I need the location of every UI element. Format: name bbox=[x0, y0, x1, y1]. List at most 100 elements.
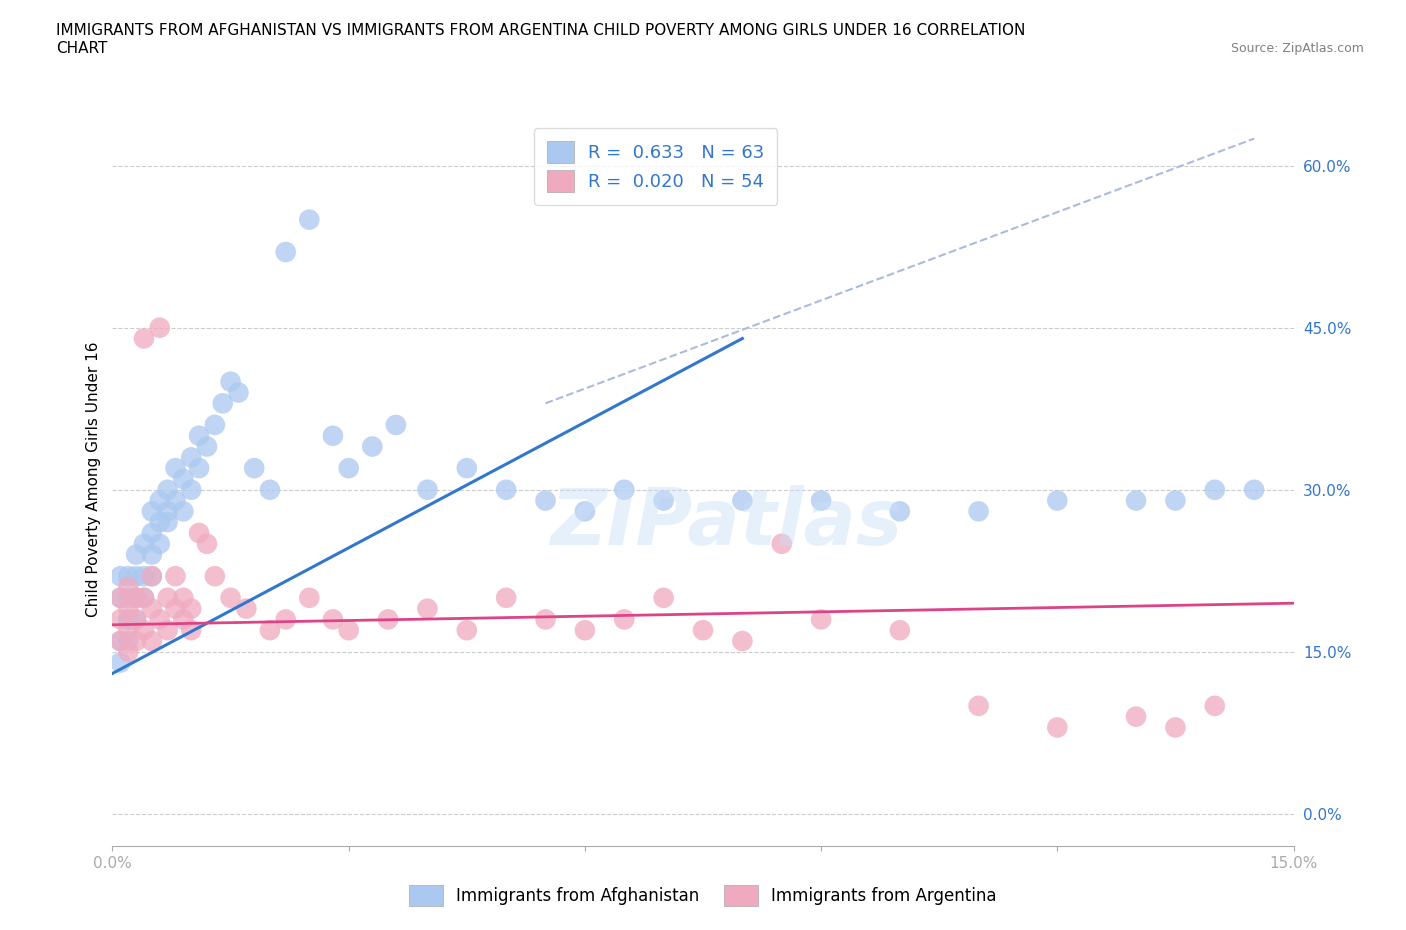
Point bbox=[125, 612, 148, 627]
Text: Source: ZipAtlas.com: Source: ZipAtlas.com bbox=[1230, 42, 1364, 55]
Point bbox=[172, 591, 194, 605]
Point bbox=[731, 493, 754, 508]
Point bbox=[274, 245, 297, 259]
Point bbox=[180, 450, 202, 465]
Point bbox=[156, 504, 179, 519]
Point bbox=[132, 623, 155, 638]
Point bbox=[141, 601, 163, 616]
Point bbox=[110, 591, 132, 605]
Point bbox=[117, 633, 139, 648]
Point bbox=[110, 612, 132, 627]
Point bbox=[195, 537, 218, 551]
Point bbox=[188, 460, 211, 475]
Point bbox=[967, 504, 990, 519]
Point bbox=[117, 601, 139, 616]
Point bbox=[132, 537, 155, 551]
Point bbox=[574, 504, 596, 519]
Legend: Immigrants from Afghanistan, Immigrants from Argentina: Immigrants from Afghanistan, Immigrants … bbox=[402, 879, 1004, 912]
Point bbox=[416, 483, 439, 498]
Point bbox=[156, 514, 179, 529]
Point bbox=[117, 591, 139, 605]
Legend: R =  0.633   N = 63, R =  0.020   N = 54: R = 0.633 N = 63, R = 0.020 N = 54 bbox=[534, 128, 778, 205]
Point bbox=[235, 601, 257, 616]
Point bbox=[141, 547, 163, 562]
Point bbox=[141, 569, 163, 584]
Point bbox=[613, 612, 636, 627]
Point bbox=[456, 460, 478, 475]
Point bbox=[1243, 483, 1265, 498]
Point bbox=[165, 460, 187, 475]
Point bbox=[274, 612, 297, 627]
Point bbox=[377, 612, 399, 627]
Point bbox=[495, 591, 517, 605]
Point bbox=[141, 569, 163, 584]
Point bbox=[110, 633, 132, 648]
Y-axis label: Child Poverty Among Girls Under 16: Child Poverty Among Girls Under 16 bbox=[86, 341, 101, 617]
Point bbox=[322, 612, 344, 627]
Point bbox=[132, 591, 155, 605]
Point bbox=[574, 623, 596, 638]
Point bbox=[337, 623, 360, 638]
Point bbox=[204, 569, 226, 584]
Point bbox=[125, 569, 148, 584]
Point bbox=[259, 623, 281, 638]
Point bbox=[156, 483, 179, 498]
Text: ZIPatlas: ZIPatlas bbox=[551, 485, 903, 561]
Point bbox=[125, 591, 148, 605]
Point bbox=[117, 612, 139, 627]
Point bbox=[495, 483, 517, 498]
Point bbox=[117, 623, 139, 638]
Point bbox=[1204, 483, 1226, 498]
Point bbox=[172, 472, 194, 486]
Point bbox=[141, 504, 163, 519]
Point bbox=[770, 537, 793, 551]
Point bbox=[156, 591, 179, 605]
Point bbox=[156, 623, 179, 638]
Point bbox=[110, 569, 132, 584]
Point bbox=[1164, 493, 1187, 508]
Point bbox=[141, 525, 163, 540]
Point bbox=[534, 612, 557, 627]
Point bbox=[117, 612, 139, 627]
Point bbox=[165, 493, 187, 508]
Point bbox=[125, 547, 148, 562]
Point bbox=[416, 601, 439, 616]
Point bbox=[117, 569, 139, 584]
Point bbox=[149, 537, 172, 551]
Point bbox=[889, 504, 911, 519]
Point bbox=[534, 493, 557, 508]
Point bbox=[1046, 720, 1069, 735]
Point bbox=[298, 591, 321, 605]
Point bbox=[322, 429, 344, 444]
Point bbox=[180, 601, 202, 616]
Point bbox=[149, 514, 172, 529]
Point bbox=[117, 644, 139, 659]
Point bbox=[180, 483, 202, 498]
Point bbox=[125, 612, 148, 627]
Point bbox=[149, 320, 172, 335]
Point bbox=[652, 591, 675, 605]
Point bbox=[125, 591, 148, 605]
Point bbox=[132, 569, 155, 584]
Point bbox=[117, 579, 139, 594]
Point bbox=[188, 525, 211, 540]
Text: IMMIGRANTS FROM AFGHANISTAN VS IMMIGRANTS FROM ARGENTINA CHILD POVERTY AMONG GIR: IMMIGRANTS FROM AFGHANISTAN VS IMMIGRANT… bbox=[56, 23, 1025, 56]
Point bbox=[692, 623, 714, 638]
Point bbox=[132, 591, 155, 605]
Point bbox=[204, 418, 226, 432]
Point bbox=[172, 504, 194, 519]
Point bbox=[195, 439, 218, 454]
Point bbox=[132, 331, 155, 346]
Point bbox=[810, 612, 832, 627]
Point bbox=[731, 633, 754, 648]
Point bbox=[810, 493, 832, 508]
Point bbox=[228, 385, 250, 400]
Point bbox=[149, 493, 172, 508]
Point bbox=[110, 656, 132, 671]
Point bbox=[165, 569, 187, 584]
Point bbox=[1204, 698, 1226, 713]
Point bbox=[652, 493, 675, 508]
Point bbox=[298, 212, 321, 227]
Point bbox=[180, 623, 202, 638]
Point bbox=[110, 591, 132, 605]
